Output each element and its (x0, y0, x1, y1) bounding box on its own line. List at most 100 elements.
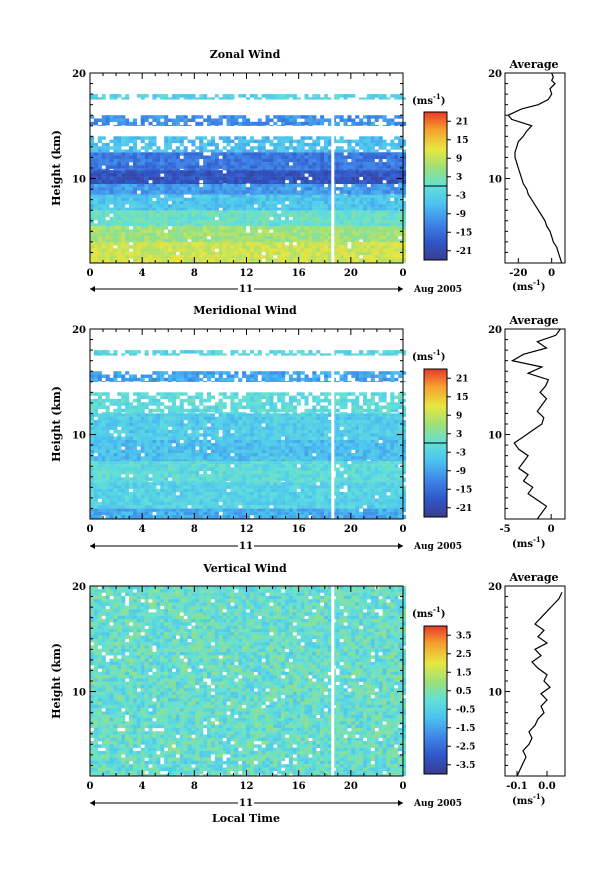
heatmap-cell (370, 142, 375, 147)
heatmap-cell (191, 261, 196, 264)
heatmap-cell (327, 194, 332, 198)
heatmap-cell (210, 121, 215, 126)
heatmap-cell (324, 207, 329, 211)
heatmap-cell (199, 152, 204, 156)
heatmap-cell (261, 505, 266, 509)
heatmap-cell (394, 190, 399, 194)
heatmap-cell (327, 498, 332, 503)
heatmap-cell (265, 193, 270, 195)
heatmap-cell (222, 511, 227, 516)
heatmap-cell (207, 223, 212, 227)
heatmap-cell (249, 460, 254, 465)
heatmap-cell (144, 248, 149, 252)
heatmap-cell (93, 511, 98, 516)
heatmap-cell (191, 168, 196, 171)
heatmap-cell (351, 193, 356, 195)
heatmap-cell (117, 207, 122, 211)
heatmap-cell (136, 258, 141, 262)
heatmap-cell (117, 223, 122, 227)
heatmap-cell (109, 207, 114, 211)
heatmap-cell (355, 485, 360, 489)
heatmap-cell (218, 245, 223, 249)
heatmap-cell (187, 213, 192, 217)
heatmap-cell (363, 239, 368, 243)
heatmap-cell (183, 155, 188, 159)
heatmap-cell (183, 136, 188, 140)
heatmap-cell (199, 226, 204, 230)
heatmap-cell (113, 236, 118, 240)
heatmap-cell (273, 258, 278, 262)
heatmap-cell (382, 94, 387, 98)
heatmap-cell (144, 241, 149, 246)
heatmap-cell (347, 216, 352, 221)
heatmap-cell (234, 168, 239, 171)
heatmap-cell (164, 118, 169, 122)
heatmap-cell (269, 501, 274, 506)
heatmap-cell (183, 180, 188, 184)
heatmap-cell (148, 158, 153, 163)
heatmap-cell (265, 158, 270, 163)
heatmap-cell (93, 505, 98, 509)
heatmap-cell (148, 139, 153, 144)
heatmap-cell (136, 152, 141, 156)
heatmap-cell (191, 474, 196, 478)
heatmap-cell (132, 194, 137, 198)
heatmap-cell (140, 460, 145, 465)
heatmap-cell (320, 194, 325, 198)
heatmap-cell (261, 213, 266, 217)
heatmap-cell (183, 258, 188, 262)
heatmap-cell (230, 226, 235, 230)
heatmap-cell (168, 239, 173, 243)
heatmap-cell (144, 165, 149, 169)
heatmap-cell (195, 152, 200, 156)
heatmap-cell (152, 149, 157, 153)
heatmap-cell (101, 158, 106, 163)
heatmap-cell (257, 155, 262, 159)
heatmap-cell (343, 241, 348, 246)
heatmap-cell (386, 121, 391, 126)
heatmap-cell (343, 508, 348, 512)
heatmap-cell (230, 232, 235, 237)
heatmap-cell (90, 492, 95, 496)
heatmap-cell (246, 210, 251, 214)
heatmap-cell (97, 501, 102, 506)
heatmap-cell (378, 508, 383, 512)
heatmap-cell (265, 464, 270, 468)
heatmap-cell (402, 183, 407, 184)
heatmap-cell (316, 236, 321, 240)
heatmap-cell (386, 232, 391, 237)
heatmap-cell (105, 223, 110, 227)
heatmap-cell (109, 241, 114, 246)
heatmap-cell (285, 165, 290, 169)
heatmap-cell (148, 210, 153, 214)
heatmap-cell (300, 121, 305, 126)
heatmap-cell (288, 495, 293, 499)
heatmap-cell (312, 492, 317, 496)
heatmap-cell (394, 94, 399, 98)
heatmap-cell (242, 220, 247, 224)
heatmap-cell (136, 165, 141, 169)
heatmap-cell (101, 155, 106, 159)
heatmap-cell (370, 258, 375, 262)
heatmap-cell (218, 220, 223, 224)
heatmap-cell (226, 474, 231, 478)
heatmap-cell (398, 488, 403, 493)
heatmap-cell (148, 168, 153, 171)
heatmap-cell (394, 482, 399, 486)
heatmap-cell (207, 258, 212, 262)
heatmap-cell (249, 485, 254, 489)
heatmap-cell (285, 115, 290, 119)
heatmap-cell (136, 207, 141, 211)
heatmap-cell (320, 232, 325, 237)
heatmap-cell (277, 236, 282, 240)
heatmap-cell (160, 162, 165, 166)
heatmap-cell (343, 173, 348, 177)
heatmap-cell (390, 460, 395, 465)
heatmap-cell (144, 142, 149, 147)
heatmap-cell (187, 488, 192, 493)
heatmap-cell (191, 226, 196, 230)
heatmap-cell (288, 239, 293, 243)
heatmap-cell (390, 498, 395, 503)
heatmap-cell (199, 245, 204, 249)
heatmap-cell (113, 239, 118, 243)
